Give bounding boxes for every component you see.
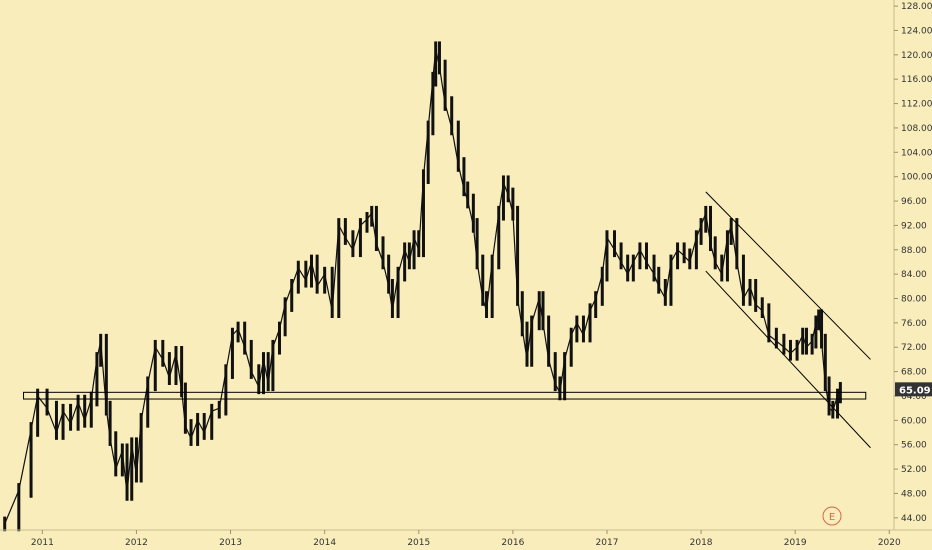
x-tick-label: 2016 (501, 538, 524, 548)
y-tick-label: 116.00 (901, 75, 932, 85)
y-tick-label: 48.00 (901, 489, 927, 499)
x-tick-label: 2011 (31, 538, 54, 548)
y-tick-label: 100.00 (901, 173, 932, 183)
x-tick-label: 2020 (878, 538, 901, 548)
x-tick-label: 2013 (219, 538, 242, 548)
y-tick-label: 88.00 (901, 246, 927, 256)
x-tick-label: 2014 (313, 538, 336, 548)
x-tick-label: 2018 (690, 538, 713, 548)
y-tick-label: 112.00 (901, 100, 932, 110)
price-line (4, 48, 841, 525)
support-band[interactable] (23, 391, 867, 400)
y-tick-label: 120.00 (901, 51, 932, 61)
price-series (3, 41, 842, 532)
event-marker[interactable]: E (822, 506, 842, 526)
y-tick-label: 44.00 (901, 514, 927, 524)
last-price-badge: 65.09 (895, 382, 932, 397)
y-tick-label: 104.00 (901, 148, 932, 158)
y-tick-label: 52.00 (901, 465, 927, 475)
y-tick-label: 128.00 (901, 2, 932, 12)
y-tick-label: 60.00 (901, 416, 927, 426)
y-tick-label: 108.00 (901, 124, 932, 134)
y-tick-label: 76.00 (901, 319, 927, 329)
y-tick-label: 96.00 (901, 197, 927, 207)
x-tick-label: 2017 (596, 538, 619, 548)
price-axis[interactable]: 44.00 48.00 52.00 56.00 60.00 64.00 68.00 72.00… (894, 2, 932, 524)
y-tick-label: 64.00 (901, 392, 927, 402)
y-tick-label: 56.00 (901, 441, 927, 451)
x-tick-label: 2019 (784, 538, 807, 548)
last-price-label: 65.09 (899, 385, 931, 396)
y-tick-label: 124.00 (901, 26, 932, 36)
y-tick-label: 72.00 (901, 343, 927, 353)
event-marker-circle[interactable] (822, 506, 842, 526)
x-tick-label: 2015 (407, 538, 430, 548)
drawings[interactable] (23, 191, 871, 449)
trend-line[interactable] (705, 270, 871, 449)
trend-line[interactable] (705, 191, 871, 360)
y-tick-label: 84.00 (901, 270, 927, 280)
last-price-badge-bg (895, 382, 932, 397)
time-axis[interactable]: 2011 2012 2013 2014 2015 2016 2017 2018 2019 2020 (31, 530, 901, 548)
y-tick-label: 92.00 (901, 221, 927, 231)
y-tick-label: 68.00 (901, 368, 927, 378)
x-tick-label: 2012 (125, 538, 148, 548)
event-marker-label: E (829, 512, 835, 523)
y-tick-label: 80.00 (901, 295, 927, 305)
